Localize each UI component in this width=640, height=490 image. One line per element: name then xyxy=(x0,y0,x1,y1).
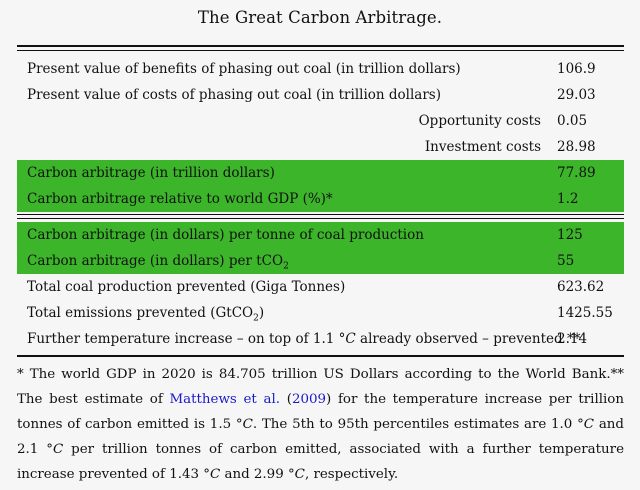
row-value: 125 xyxy=(557,227,583,243)
row-value: 0.05 xyxy=(557,113,588,129)
mid-rule-2 xyxy=(17,218,624,219)
row-label: Present value of benefits of phasing out… xyxy=(27,61,461,77)
citation-year-link[interactable]: 2009 xyxy=(291,392,327,407)
table-row: Present value of benefits of phasing out… xyxy=(17,56,624,82)
table-row-highlighted: Carbon arbitrage (in dollars) per tCO2 5… xyxy=(17,248,624,274)
row-label: Total coal production prevented (Giga To… xyxy=(27,279,346,295)
table-row-highlighted: Carbon arbitrage (in dollars) per tonne … xyxy=(17,222,624,248)
row-label: Further temperature increase – on top of… xyxy=(27,331,581,347)
table-row: Further temperature increase – on top of… xyxy=(17,326,624,352)
row-label: Investment costs xyxy=(424,139,541,155)
row-label: Carbon arbitrage (in dollars) per tCO2 xyxy=(27,253,289,272)
footnote: * The world GDP in 2020 is 84.705 trilli… xyxy=(17,367,625,482)
table-row-sub: Opportunity costs 0.05 xyxy=(17,108,624,134)
row-label: Opportunity costs xyxy=(418,113,541,129)
top-rule xyxy=(17,45,624,47)
row-value: 29.03 xyxy=(557,87,596,103)
citation-author-link[interactable]: Matthews et al. xyxy=(169,392,281,407)
row-value: 1425.55 xyxy=(557,305,613,321)
mid-rule xyxy=(17,214,624,215)
table-title: The Great Carbon Arbitrage. xyxy=(197,8,443,27)
row-value: 1.2 xyxy=(557,191,579,207)
top-rule-2 xyxy=(17,50,624,51)
row-label: Present value of costs of phasing out co… xyxy=(27,87,441,103)
row-label: Total emissions prevented (GtCO2) xyxy=(27,305,265,324)
row-value: 623.62 xyxy=(557,279,605,295)
row-value: 55 xyxy=(557,253,575,269)
table-row: Total emissions prevented (GtCO2) 1425.5… xyxy=(17,300,624,326)
row-label: Carbon arbitrage (in dollars) per tonne … xyxy=(27,227,424,243)
bottom-rule xyxy=(17,355,624,357)
row-value: 77.89 xyxy=(557,165,596,181)
table-row: Present value of costs of phasing out co… xyxy=(17,82,624,108)
row-value: 2.14 xyxy=(557,331,588,347)
row-label: Carbon arbitrage relative to world GDP (… xyxy=(27,191,333,207)
table-row: Total coal production prevented (Giga To… xyxy=(17,274,624,300)
row-value: 28.98 xyxy=(557,139,596,155)
table-row-sub: Investment costs 28.98 xyxy=(17,134,624,160)
row-label: Carbon arbitrage (in trillion dollars) xyxy=(27,165,275,181)
row-value: 106.9 xyxy=(557,61,596,77)
table-row-highlighted: Carbon arbitrage (in trillion dollars) 7… xyxy=(17,160,624,186)
table-row-highlighted: Carbon arbitrage relative to world GDP (… xyxy=(17,186,624,212)
